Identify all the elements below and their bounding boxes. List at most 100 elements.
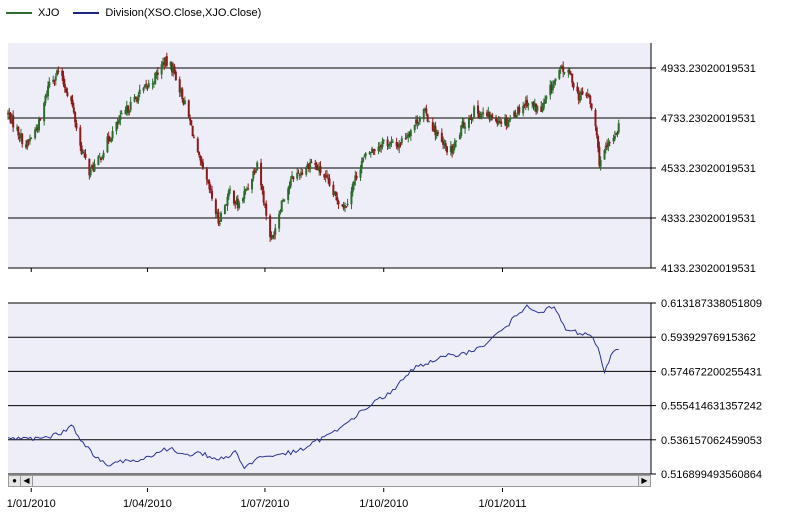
candle-body	[53, 80, 56, 82]
candle-body	[396, 145, 399, 148]
candle-body	[220, 212, 223, 222]
candle-body	[455, 140, 458, 142]
candle-body	[405, 136, 408, 138]
candle-body	[156, 72, 159, 75]
price-y-tick-label: 4933.23020019531	[661, 63, 756, 75]
candle-body	[399, 143, 402, 145]
candle-body	[550, 85, 553, 90]
candle-body	[155, 72, 158, 74]
candle-body	[381, 141, 384, 147]
candle-body	[65, 88, 68, 93]
candle-body	[535, 103, 538, 112]
candle-body	[318, 166, 321, 171]
candle-body	[47, 86, 50, 97]
candle-body	[106, 136, 109, 153]
candle-body	[482, 112, 485, 115]
candle-body	[56, 70, 59, 76]
candle-body	[241, 197, 244, 202]
candle-body	[346, 203, 349, 206]
candle-body	[196, 138, 199, 153]
horizontal-scrollbar[interactable]: ● ◀ ▶	[8, 475, 651, 487]
candle-body	[568, 70, 571, 74]
left-arrow-icon[interactable]: ◀	[21, 476, 33, 486]
candle-body	[527, 103, 530, 106]
candle-body	[245, 189, 248, 191]
candle-body	[328, 178, 331, 186]
candle-body	[382, 140, 385, 142]
candle-body	[35, 128, 38, 131]
price-y-tick-label: 4533.23020019531	[661, 163, 756, 175]
candle-body	[422, 108, 425, 120]
ratio-y-tick-label: 0.574672200255431	[661, 366, 762, 378]
candle-body	[226, 196, 229, 206]
candle-body	[232, 190, 235, 204]
candle-body	[426, 114, 429, 122]
candle-body	[39, 118, 42, 120]
candle-body	[378, 146, 381, 148]
price-plot-area	[8, 43, 651, 268]
candle-body	[116, 122, 119, 124]
candle-body	[389, 141, 392, 145]
candle-body	[479, 115, 482, 119]
candle-body	[34, 129, 37, 139]
candle-body	[460, 125, 463, 136]
candle-body	[480, 113, 483, 116]
right-arrow-icon[interactable]: ▶	[638, 476, 650, 486]
candle-body	[559, 66, 562, 69]
candle-body	[43, 102, 46, 122]
candle-body	[296, 172, 299, 179]
candle-body	[387, 144, 390, 147]
candle-body	[471, 117, 474, 120]
price-y-tick-label: 4333.23020019531	[661, 213, 756, 225]
candle-body	[225, 204, 228, 206]
candle-body	[263, 203, 266, 205]
candle-body	[445, 146, 448, 153]
candle-body	[251, 178, 254, 190]
candle-body	[9, 113, 12, 123]
candle-body	[332, 184, 335, 196]
candle-body	[209, 189, 212, 191]
candle-body	[124, 109, 127, 115]
candle-body	[217, 211, 220, 224]
candle-body	[71, 99, 74, 107]
candle-body	[425, 108, 428, 114]
candle-body	[498, 121, 501, 123]
candle-body	[111, 131, 114, 139]
candle-body	[282, 200, 285, 202]
candle-body	[341, 204, 344, 207]
candle-body	[25, 144, 28, 148]
candle-body	[151, 83, 154, 85]
candle-body	[603, 150, 606, 160]
candle-body	[288, 185, 291, 190]
candle-body	[160, 64, 163, 75]
candle-body	[80, 145, 83, 155]
candle-body	[380, 145, 383, 148]
candle-body	[136, 98, 139, 102]
candle-body	[613, 135, 616, 140]
candle-body	[571, 73, 574, 83]
x-tick-label: 1/01/2011	[478, 498, 526, 510]
candle-body	[418, 118, 421, 122]
candle-body	[577, 92, 580, 101]
candle-body	[350, 191, 353, 205]
candle-body	[244, 188, 247, 192]
candle-body	[70, 96, 73, 101]
candle-body	[324, 175, 327, 178]
candle-body	[536, 106, 539, 111]
candle-body	[563, 72, 566, 74]
candle-body	[19, 133, 22, 138]
candle-body	[199, 155, 202, 161]
candle-body	[369, 151, 372, 154]
candle-body	[52, 79, 55, 82]
candle-body	[137, 95, 140, 101]
candle-body	[500, 121, 503, 124]
scroll-menu-icon[interactable]: ●	[9, 476, 21, 486]
candle-body	[323, 174, 326, 178]
candle-body	[434, 125, 437, 136]
price-y-tick-label: 4733.23020019531	[661, 113, 756, 125]
candle-body	[272, 235, 275, 237]
candle-body	[260, 162, 263, 186]
candle-body	[243, 191, 246, 199]
candle-body	[549, 84, 552, 96]
candle-body	[354, 175, 357, 181]
